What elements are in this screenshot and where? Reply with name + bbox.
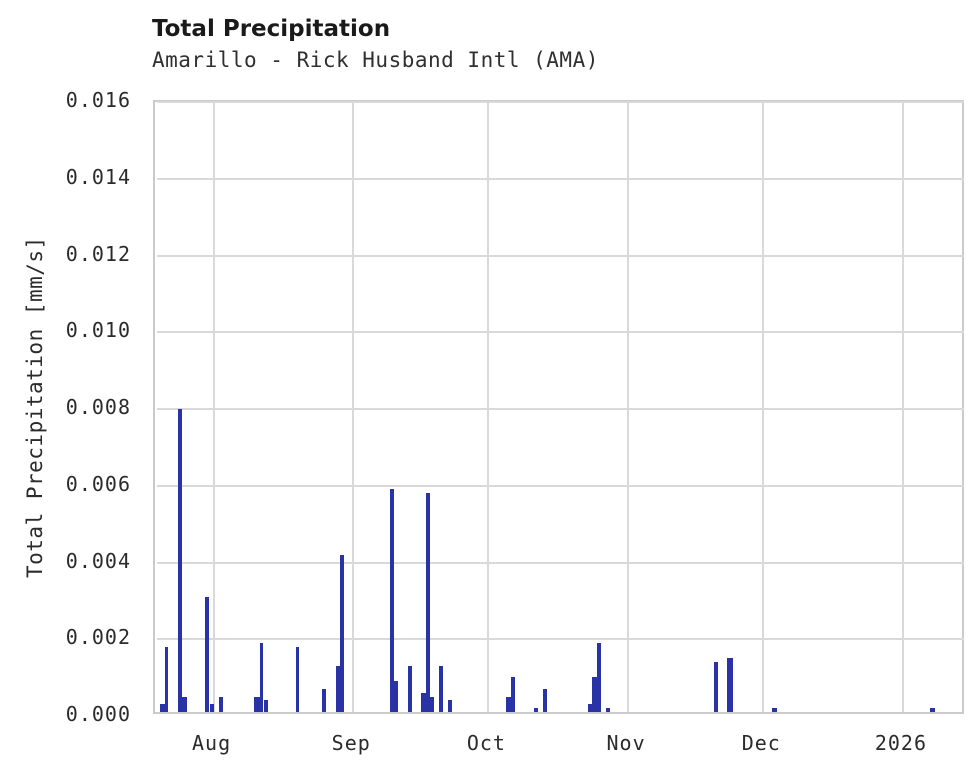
y-tick-label: 0.012: [65, 241, 131, 266]
precipitation-bar: [420, 692, 426, 712]
precipitation-bar: [253, 696, 260, 712]
gridline-horizontal: [157, 408, 964, 410]
x-tick-label: Dec: [741, 731, 781, 755]
gridline-horizontal: [157, 177, 964, 180]
precipitation-bar: [714, 662, 719, 712]
precipitation-bar: [209, 704, 214, 712]
chart-title: Total Precipitation: [152, 16, 391, 42]
precipitation-bar: [182, 696, 188, 712]
gridline-vertical: [212, 102, 215, 712]
precipitation-bar: [511, 677, 516, 712]
precipitation-bar: [588, 704, 593, 712]
gridline-horizontal: [157, 638, 964, 641]
precipitation-bar: [929, 708, 935, 712]
gridline-horizontal: [157, 484, 964, 487]
precipitation-bar: [159, 704, 165, 712]
y-tick-label: 0.014: [65, 164, 131, 189]
x-tick-label: Nov: [606, 731, 646, 755]
y-tick-label: 0.016: [65, 88, 131, 112]
gridline-horizontal: [157, 561, 964, 564]
x-tick-label: 2026: [874, 731, 927, 755]
x-tick-label: Sep: [331, 731, 371, 755]
precipitation-bar: [592, 677, 598, 712]
gridline-vertical: [901, 102, 904, 712]
gridline-horizontal: [157, 254, 964, 257]
precipitation-bar: [425, 493, 430, 712]
precipitation-bar: [394, 681, 399, 712]
precipitation-bar: [726, 658, 733, 712]
precipitation-bar: [205, 596, 210, 712]
precipitation-bar: [448, 700, 453, 712]
x-tick-label: Oct: [466, 731, 506, 755]
gridline-horizontal: [157, 331, 964, 334]
precipitation-bar: [335, 665, 340, 712]
y-tick-label: 0.010: [65, 318, 131, 343]
gridline-vertical: [762, 102, 765, 712]
precipitation-bar: [178, 408, 183, 712]
y-tick-label: 0.004: [65, 548, 131, 573]
x-tick-label: Aug: [192, 731, 232, 755]
precipitation-bar: [322, 688, 327, 712]
precipitation-bar: [295, 646, 299, 712]
precipitation-bar: [389, 489, 394, 712]
precipitation-bar: [772, 708, 778, 712]
precipitation-bar: [430, 696, 435, 712]
gridline-horizontal: [157, 101, 964, 103]
y-tick-label: 0.002: [65, 625, 131, 650]
gridline-vertical: [627, 102, 630, 712]
precipitation-bar: [218, 696, 223, 712]
chart-subtitle: Amarillo - Rick Husband Intl (AMA): [152, 48, 599, 72]
precipitation-bar: [606, 708, 611, 712]
plot-area: [153, 100, 964, 714]
precipitation-bar: [542, 688, 547, 712]
precipitation-bar: [505, 696, 512, 712]
precipitation-bar: [597, 642, 602, 712]
precipitation-bar: [439, 665, 444, 712]
precipitation-bar: [263, 700, 268, 712]
precipitation-bar: [165, 646, 169, 712]
precipitation-bar: [259, 642, 263, 712]
precipitation-bar: [533, 708, 538, 712]
precipitation-bar: [340, 554, 345, 712]
y-tick-label: 0.006: [65, 471, 131, 496]
gridline-vertical: [352, 102, 355, 712]
precipitation-bar: [407, 665, 412, 712]
y-tick-label: 0.000: [65, 702, 131, 726]
gridline-vertical: [487, 102, 490, 712]
y-tick-label: 0.008: [65, 395, 131, 419]
